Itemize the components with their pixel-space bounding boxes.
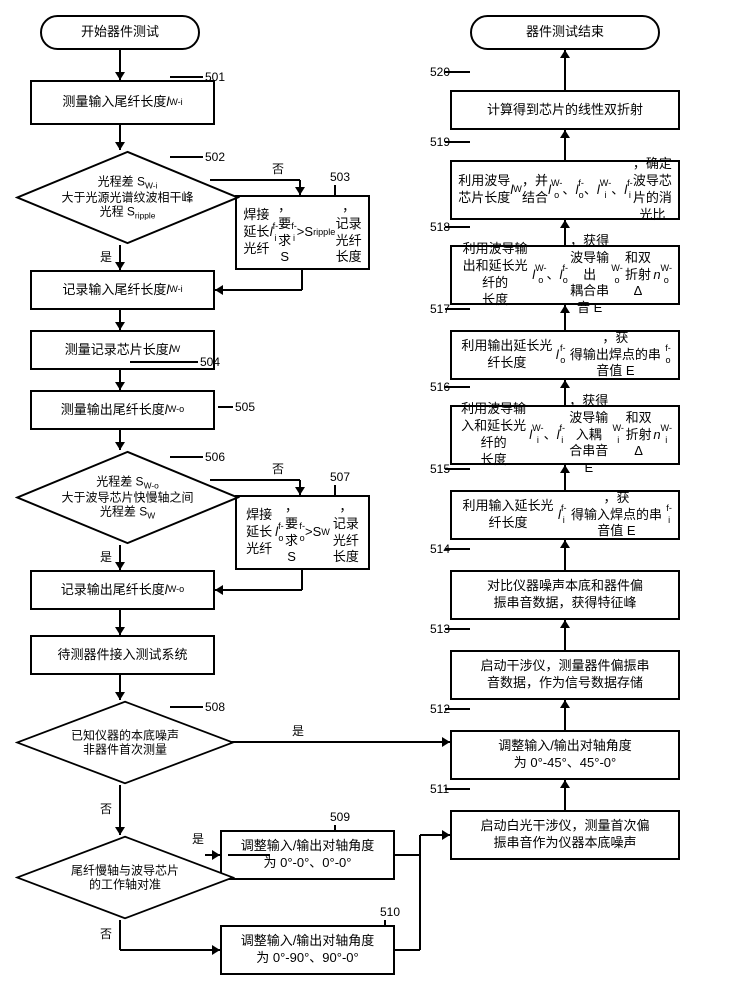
- step-number: 508: [205, 700, 225, 714]
- process-p510: 调整输入/输出对轴角度为 0°-90°、90°-0°: [220, 925, 395, 975]
- process-p505: 测量输出尾纤长度 lW-o: [30, 390, 215, 430]
- decision-d506: 光程差 SW-o大于波导芯片快慢轴之间光程差 SW: [15, 450, 240, 545]
- process-p516: 利用波导输入和延长光纤的长度 lW-i、lf-i，获得波导输入耦合串音 EW-i…: [450, 405, 680, 465]
- process-p507: 焊接延长光纤 lf-o，要求 Sf-o>SW，记录光纤长度: [235, 495, 370, 570]
- step-number: 506: [205, 450, 225, 464]
- start-terminal: 开始器件测试: [40, 15, 200, 50]
- process-p520: 计算得到芯片的线性双折射: [450, 90, 680, 130]
- process-p504: 测量记录芯片长度 lW: [30, 330, 215, 370]
- yes-label: 是: [98, 248, 114, 265]
- decision-d508: 已知仪器的本底噪声非器件首次测量: [15, 700, 235, 785]
- end-terminal: 器件测试结束: [470, 15, 660, 50]
- decision-d502: 光程差 SW-i大于光源光谱纹波相干峰光程 Sripple: [15, 150, 240, 245]
- process-p518: 利用波导输出和延长光纤的长度 lW-o、lf-o，获得波导输出耦合串音 EW-o…: [450, 245, 680, 305]
- process-p515: 利用输入延长光纤长度 lf-i，获得输入焊点的串音值 Ef-i: [450, 490, 680, 540]
- no-label: 否: [270, 460, 286, 477]
- process-p503: 焊接延长光纤 lf-i，要求 Sf-i>Sripple，记录光纤长度: [235, 195, 370, 270]
- process-connect: 待测器件接入测试系统: [30, 635, 215, 675]
- process-p501: 测量输入尾纤长度 lW-i: [30, 80, 215, 125]
- process-rec_out: 记录输出尾纤长度 lW-o: [30, 570, 215, 610]
- yes-label: 是: [290, 722, 306, 739]
- step-number: 509: [330, 810, 350, 824]
- process-p517: 利用输出延长光纤长度 lf-o，获得输出焊点的串音值 Ef-o: [450, 330, 680, 380]
- yes-label: 是: [98, 548, 114, 565]
- step-number: 502: [205, 150, 225, 164]
- process-p514: 对比仪器噪声本底和器件偏振串音数据，获得特征峰: [450, 570, 680, 620]
- process-p519: 利用波导芯片长度 lW，并结合lW-o、lf-o、lW-i、lf-i，确定波导芯…: [450, 160, 680, 220]
- step-number: 507: [330, 470, 350, 484]
- step-number: 510: [380, 905, 400, 919]
- step-number: 504: [200, 355, 220, 369]
- step-number: 501: [205, 70, 225, 84]
- step-number: 505: [235, 400, 255, 414]
- no-label: 否: [270, 160, 286, 177]
- step-number: 503: [330, 170, 350, 184]
- process-p512: 调整输入/输出对轴角度为 0°-45°、45°-0°: [450, 730, 680, 780]
- process-p513: 启动干涉仪，测量器件偏振串音数据，作为信号数据存储: [450, 650, 680, 700]
- process-p511: 启动白光干涉仪，测量首次偏振串音作为仪器本底噪声: [450, 810, 680, 860]
- flowchart-diagram: 开始器件测试 器件测试结束测量输入尾纤长度 lW-i 测量记录芯片长度 lW 测量输出…: [10, 10, 720, 990]
- no-label: 否: [98, 925, 114, 942]
- process-rec_in: 记录输入尾纤长度 lW-i: [30, 270, 215, 310]
- yes-label: 是: [190, 830, 206, 847]
- decision-dalign: 尾纤慢轴与波导芯片的工作轴对准: [15, 835, 235, 920]
- no-label: 否: [98, 800, 114, 817]
